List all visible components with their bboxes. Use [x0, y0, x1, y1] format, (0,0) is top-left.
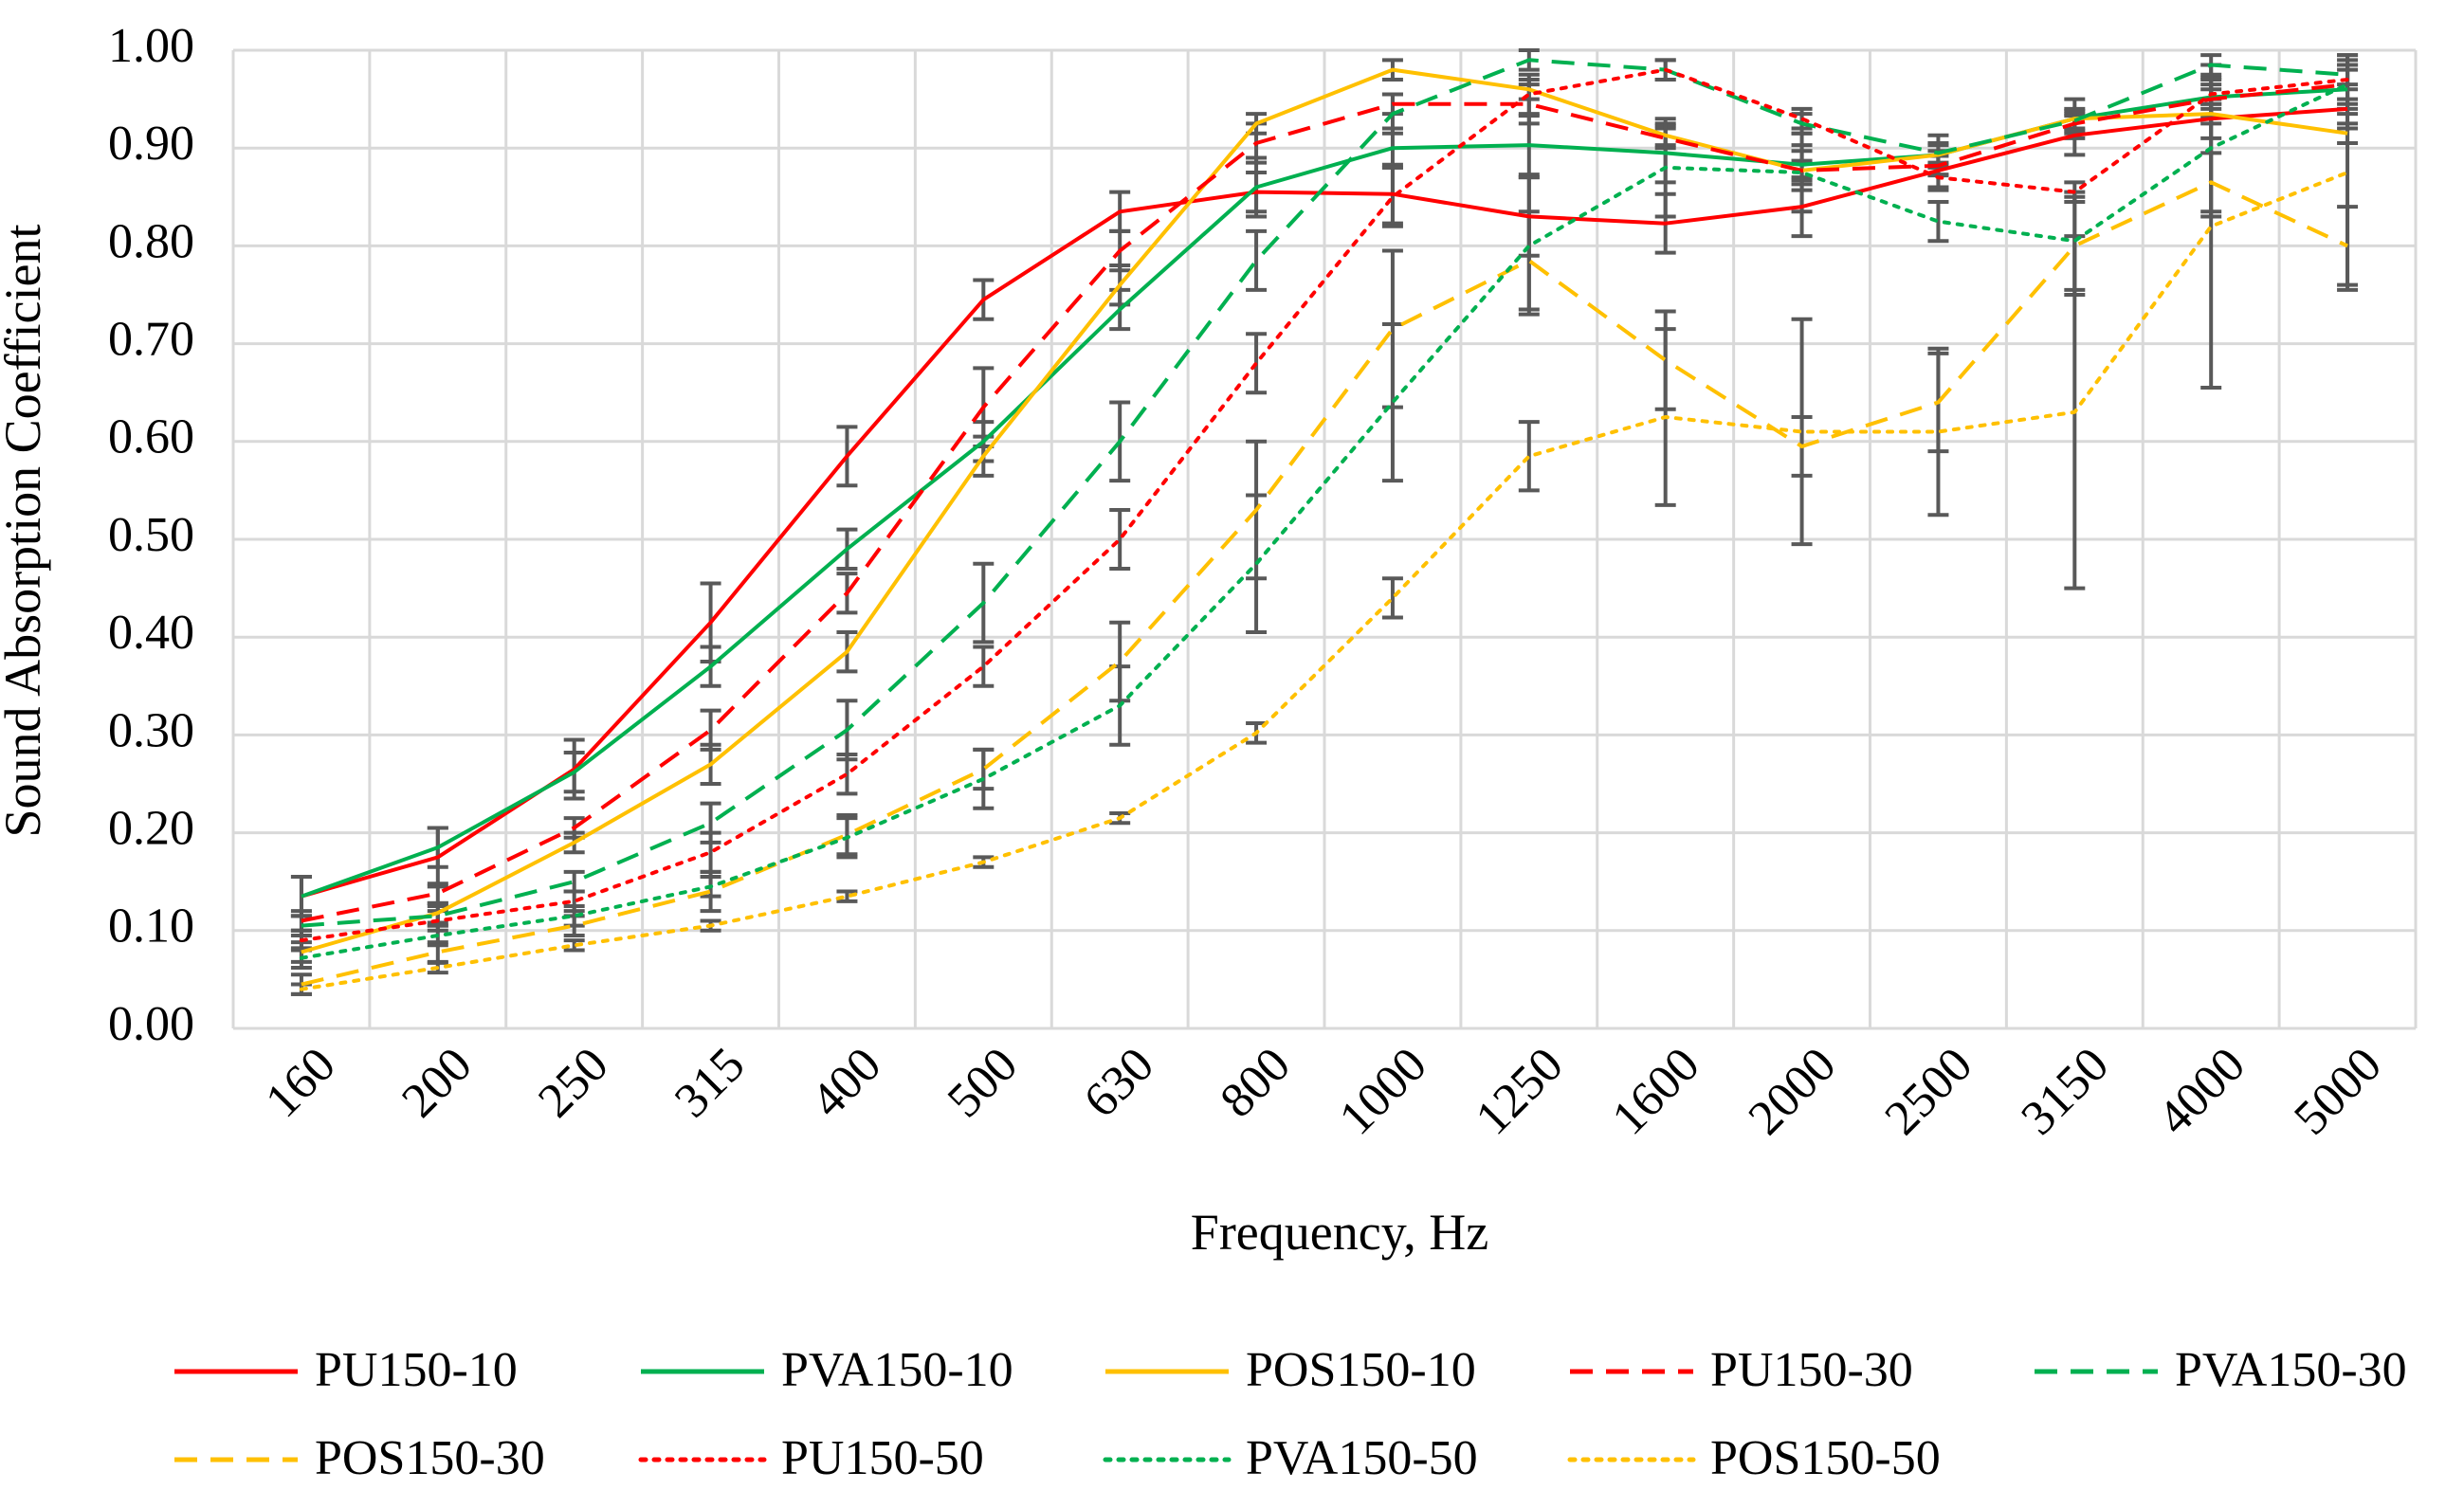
series-line-pu150-30: [301, 82, 2348, 923]
grid: [231, 48, 2418, 1030]
x-tick-label: 630: [1074, 1038, 1164, 1128]
x-tick-label: 200: [392, 1038, 482, 1128]
series-lines: [299, 58, 2350, 991]
x-tick-label: 5000: [2284, 1038, 2392, 1146]
series-line-pu150-50: [299, 67, 2350, 943]
series-line-pu150-10: [301, 106, 2348, 899]
y-tick-label: 1.00: [108, 19, 194, 73]
legend: PU150-10 PVA150-10 POS150-10 PU150-30 PVA150…: [174, 1343, 2407, 1485]
x-axis-ticks: 160 200 250 315 400 500 630 800 1000 1250 1600 2000…: [255, 1038, 2392, 1146]
legend-label: PVA150-50: [1246, 1431, 1478, 1485]
series-line-pva150-50: [299, 82, 2350, 960]
legend-label: PU150-50: [781, 1431, 984, 1485]
legend-label: POS150-50: [1710, 1431, 1941, 1485]
x-tick-label: 315: [665, 1038, 755, 1128]
x-tick-label: 1250: [1466, 1038, 1574, 1146]
y-axis-ticks: 0.00 0.10 0.20 0.30 0.40 0.50 0.60 0.70 0.80 0.90…: [108, 19, 194, 1051]
x-tick-label: 500: [938, 1038, 1028, 1128]
y-tick-label: 0.50: [108, 508, 194, 562]
x-tick-label: 1000: [1329, 1038, 1437, 1146]
y-tick-label: 0.40: [108, 606, 194, 660]
x-tick-label: 2500: [1875, 1038, 1983, 1146]
series-line-pos150-30: [301, 180, 2348, 987]
legend-label: PVA150-10: [781, 1343, 1013, 1397]
legend-label: PU150-10: [315, 1343, 518, 1397]
series-line-pva150-30: [301, 58, 2348, 928]
y-tick-label: 0.80: [108, 214, 194, 268]
x-tick-label: 160: [255, 1038, 345, 1128]
y-tick-label: 0.30: [108, 703, 194, 757]
legend-label: PVA150-30: [2175, 1343, 2407, 1397]
x-tick-label: 4000: [2147, 1038, 2255, 1146]
legend-label: PU150-30: [1710, 1343, 1913, 1397]
x-tick-label: 800: [1211, 1038, 1301, 1128]
legend-label: POS150-30: [315, 1431, 545, 1485]
y-tick-label: 0.90: [108, 117, 194, 171]
y-axis-title: Sound Absorption Coefficient: [0, 225, 51, 838]
x-tick-label: 1600: [1602, 1038, 1710, 1146]
x-tick-label: 3150: [2011, 1038, 2119, 1146]
y-tick-label: 0.10: [108, 899, 194, 954]
x-tick-label: 250: [528, 1038, 618, 1128]
y-tick-label: 0.60: [108, 410, 194, 464]
y-tick-label: 0.70: [108, 313, 194, 367]
series-line-pos150-50: [299, 171, 2350, 991]
x-axis-title: Frequency, Hz: [1191, 1204, 1488, 1261]
y-tick-label: 0.00: [108, 997, 194, 1051]
x-tick-label: 2000: [1739, 1038, 1847, 1146]
legend-label: POS150-10: [1246, 1343, 1476, 1397]
y-tick-label: 0.20: [108, 802, 194, 856]
x-tick-label: 400: [801, 1038, 891, 1128]
